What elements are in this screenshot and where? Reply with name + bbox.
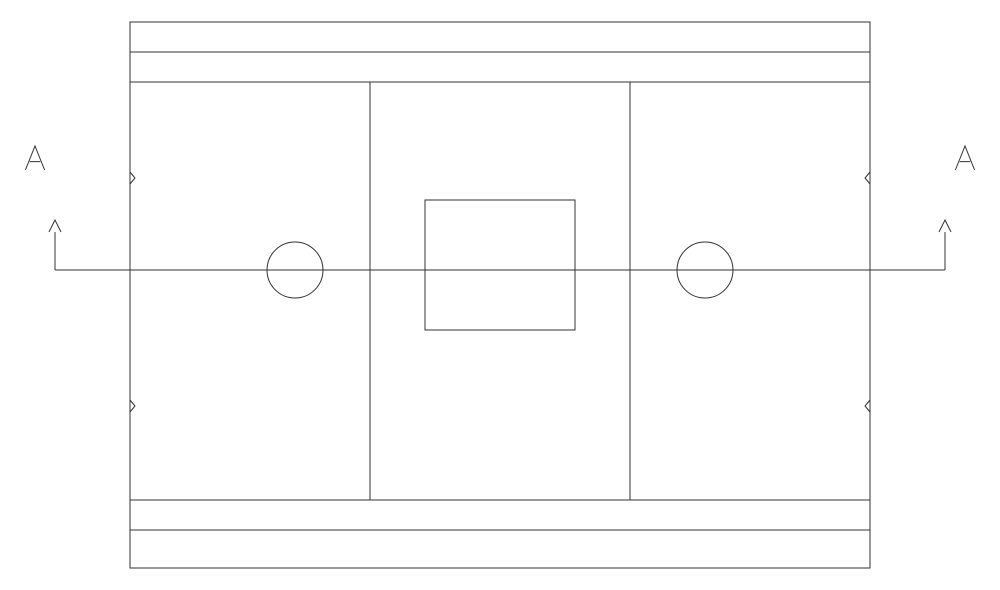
section-label-right [955,146,974,170]
notch-2 [865,172,870,184]
engineering-drawing [0,0,1000,590]
outer-rect [130,22,870,568]
section-label-left [25,146,44,170]
notch-3 [865,400,870,412]
section-right-arrowhead [939,220,951,232]
center-square [425,200,575,330]
notch-0 [130,172,135,184]
section-left-arrowhead [49,220,61,232]
notch-1 [130,400,135,412]
